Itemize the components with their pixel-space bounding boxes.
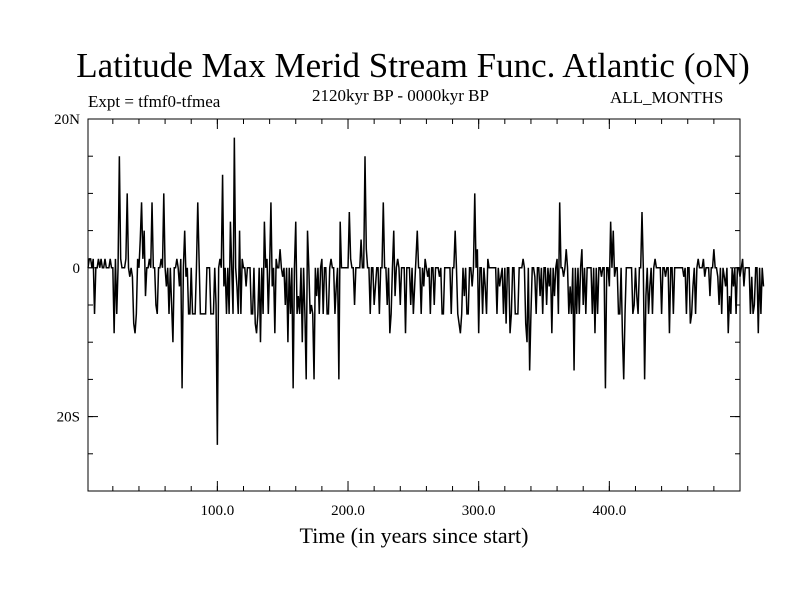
- x-tick-label: 400.0: [592, 503, 626, 519]
- series-line-0: [87, 137, 765, 445]
- x-tick-label: 200.0: [331, 503, 365, 519]
- x-tick-label: 300.0: [462, 503, 496, 519]
- x-axis-label: Time (in years since start): [299, 523, 529, 548]
- x-tick-label: 100.0: [200, 503, 234, 519]
- chart-title: Latitude Max Merid Stream Func. Atlantic…: [76, 46, 750, 85]
- y-tick-label: 20S: [57, 410, 80, 426]
- months-label: ALL_MONTHS: [610, 88, 724, 107]
- time-period-label: 2120kyr BP - 0000kyr BP: [312, 86, 489, 105]
- y-tick-label: 20N: [54, 112, 80, 128]
- experiment-label: Expt = tfmf0-tfmea: [88, 92, 221, 111]
- y-tick-label: 0: [73, 261, 81, 277]
